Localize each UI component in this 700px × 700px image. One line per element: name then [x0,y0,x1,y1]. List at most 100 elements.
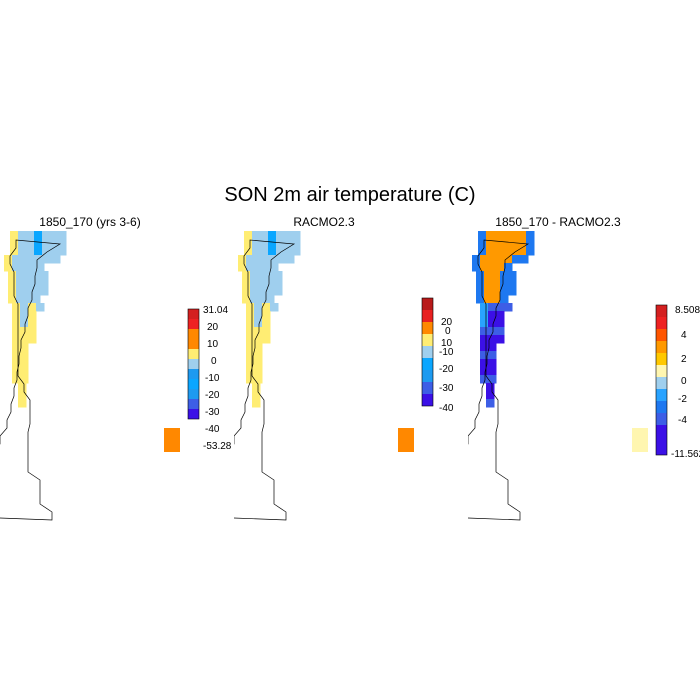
colorbar-tick-label: 0 [681,376,687,387]
grid-cell [266,287,275,296]
colorbar-cell [188,389,199,399]
grid-cell [246,255,255,264]
grid-cell [494,231,503,240]
grid-cell [254,343,263,352]
grid-cell [266,271,275,280]
colorbar-cell [656,377,667,389]
grid-cell [18,239,27,248]
grid-cell [496,303,505,312]
colorbar: 31.04 20 10 0 -10 -20 -30 -40 -53.28 [187,305,232,452]
grid-cell [526,239,535,248]
grid-cell [32,287,41,296]
grid-cell [28,311,37,320]
grid-cell [494,247,503,256]
grid-cell [270,263,279,272]
colorbar-cell [188,309,199,319]
grid-cell [254,311,263,320]
grid-cell [292,231,301,240]
grid-cell [12,375,21,384]
colorbar: 20 10 0 -10 -20 -30 -40 [421,297,454,414]
grid-cell [286,255,295,264]
grid-cell [12,335,21,344]
grid-cell [254,263,263,272]
grid-cell [494,239,503,248]
grid-cell [28,303,37,312]
grid-cell [476,295,485,304]
grid-cell [496,319,505,328]
grid-cell [274,287,283,296]
grid-cell [36,263,45,272]
grid-cell [278,255,287,264]
grid-cell [20,303,29,312]
grid-cell [268,247,277,256]
grid-cell [500,287,509,296]
grid-cell [526,247,535,256]
colorbar-tick-label: 8.508 [675,305,700,316]
grid-cell [492,279,501,288]
grid-cell [244,231,253,240]
grid-cell [484,295,493,304]
grid-cell [254,335,263,344]
grid-cell [520,255,529,264]
heatmap-grid [234,231,414,521]
grid-cell [20,327,29,336]
grid-cell [42,231,51,240]
grid-cell [12,327,21,336]
grid-cell [488,311,497,320]
grid-cell [488,255,497,264]
grid-cell [50,231,59,240]
grid-cell [12,351,21,360]
grid-cell [40,287,49,296]
grid-cell [492,287,501,296]
colorbar-cell [422,334,433,346]
grid-cell [270,303,279,312]
colorbar-cell [656,329,667,341]
colorbar-tick-label: -40 [205,424,220,435]
panel-title: 1850_170 (yrs 3-6) [39,215,140,229]
grid-cell [262,319,271,328]
colorbar-frame [421,297,434,407]
grid-cell [258,271,267,280]
colorbar-tick-label: 31.04 [203,305,228,316]
grid-cell [486,399,495,408]
grid-cell [32,271,41,280]
grid-cell [488,351,497,360]
grid-cell [246,367,255,376]
grid-cell [20,263,29,272]
grid-cell [18,383,27,392]
grid-cell [258,295,267,304]
grid-cell [480,367,489,376]
grid-cell [496,311,505,320]
grid-cell [28,319,37,328]
grid-cell [484,271,493,280]
grid-cell [486,383,495,392]
grid-cell [16,271,25,280]
colorbar-cell [656,353,667,365]
grid-cell [20,319,29,328]
grid-cell [254,351,263,360]
grid-cell [276,231,285,240]
grid-cell [26,239,35,248]
grid-cell [26,231,35,240]
grid-cell [510,231,519,240]
grid-cell [266,295,275,304]
grid-cell [486,391,495,400]
colorbar-frame [655,304,668,456]
grid-cell [26,247,35,256]
colorbar-tick-label: 10 [441,338,453,349]
grid-cell [28,327,37,336]
grid-cell [254,327,263,336]
grid-cell [262,311,271,320]
grid-cell [50,247,59,256]
grid-cell [242,279,251,288]
grid-cell [488,367,497,376]
grid-cell [480,343,489,352]
grid-cell [254,303,263,312]
grid-cell [486,239,495,248]
grid-cell [20,311,29,320]
grid-cell [10,239,19,248]
colorbar-tick-label: -4 [678,415,687,426]
grid-cell [32,279,41,288]
grid-cell [480,375,489,384]
